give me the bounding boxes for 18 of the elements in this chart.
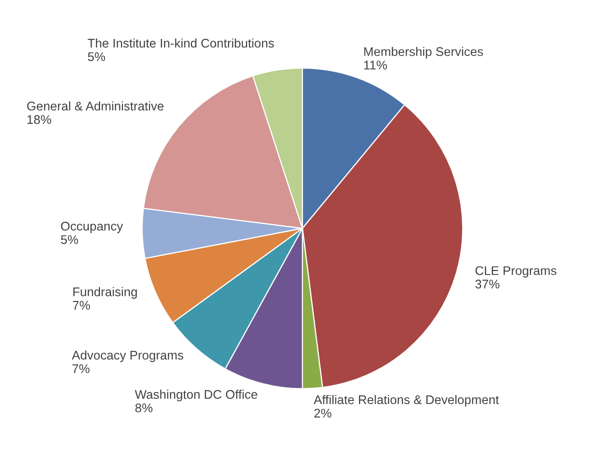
data-label: 18% <box>27 115 52 124</box>
slice-label: Advocacy Programs <box>72 350 184 362</box>
data-label: 11% <box>364 60 387 70</box>
data-label: 8% <box>135 403 152 412</box>
data-label: 5% <box>88 52 106 62</box>
slice-label: Membership Services <box>364 46 483 59</box>
data-label: 2% <box>314 408 332 418</box>
slice-label: Washington DC Office <box>134 390 258 402</box>
slice-label: The Institute In-kind Contributions <box>88 38 274 48</box>
slice-label: CLE Programs <box>475 266 556 278</box>
data-label: 37% <box>475 280 500 289</box>
data-label: 7% <box>72 364 90 374</box>
slice-label: Fundraising <box>73 287 137 299</box>
data-label: 5% <box>60 235 78 244</box>
slice-label: Affiliate Relations & Development <box>314 394 499 407</box>
data-label: 7% <box>72 300 90 310</box>
slice-label: Occupancy <box>61 222 123 234</box>
slice-label: General & Administrative <box>27 101 164 111</box>
